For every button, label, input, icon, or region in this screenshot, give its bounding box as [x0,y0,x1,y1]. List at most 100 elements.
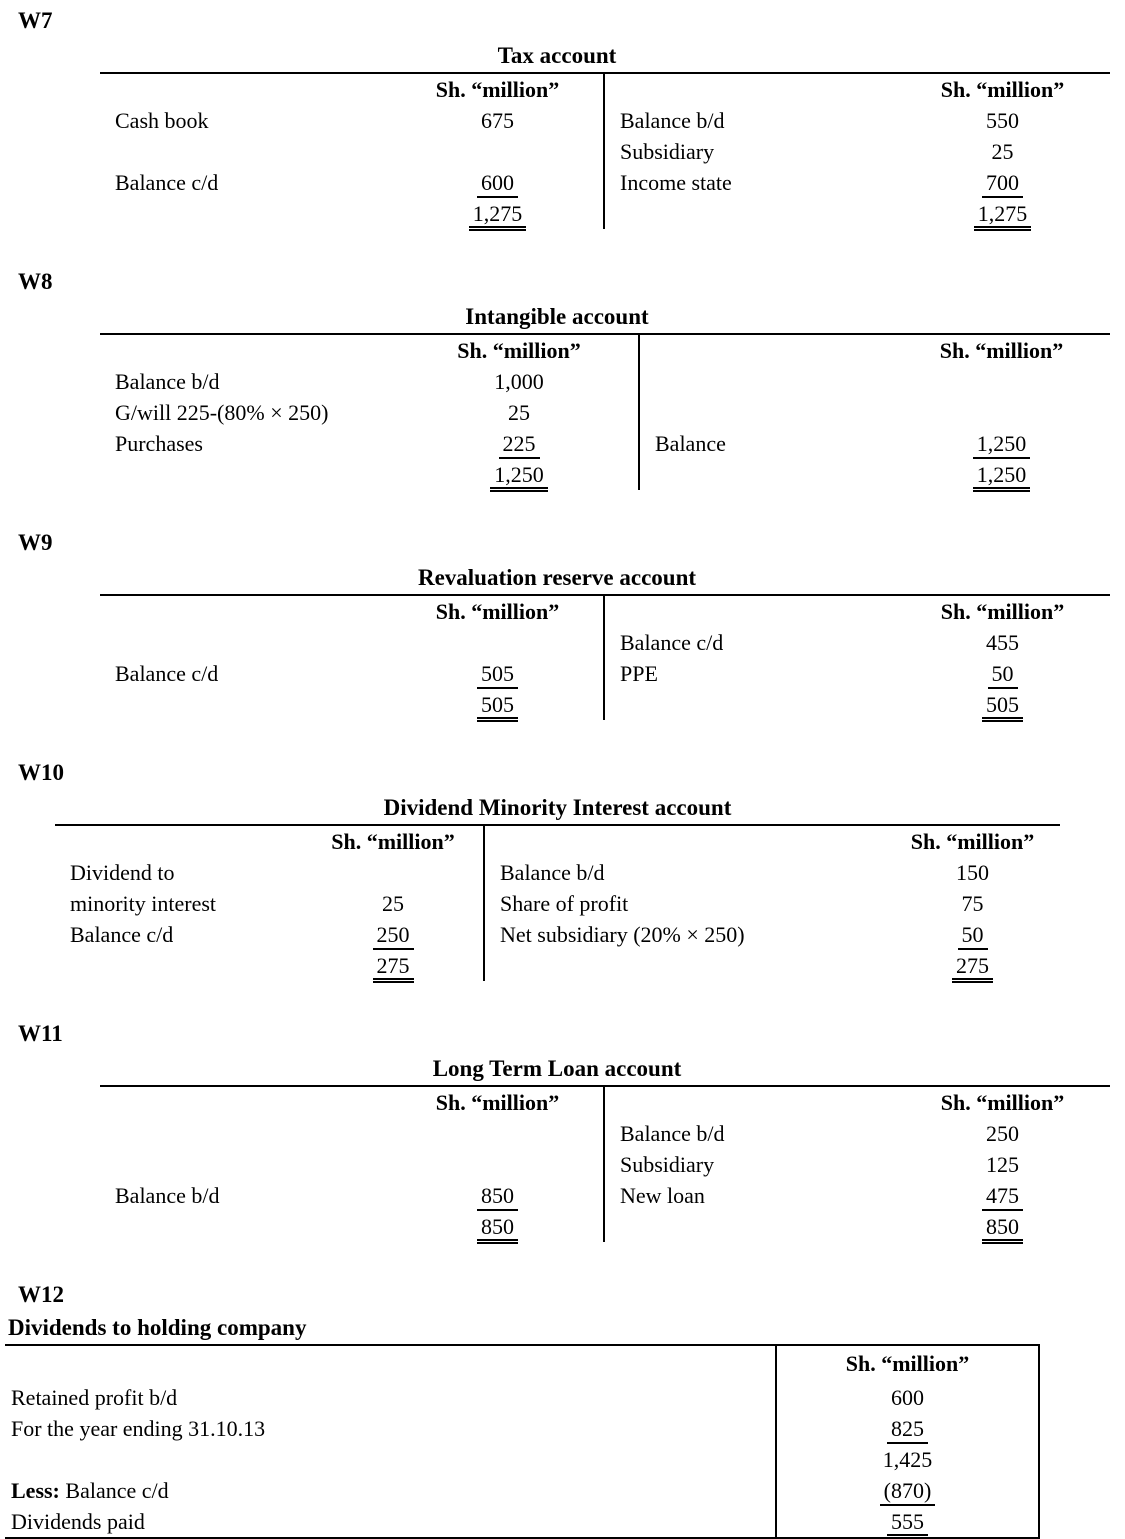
entry-label: Less: Balance c/d [11,1478,169,1503]
t-account-revaluation-reserve: Revaluation reserve account Sh. “million… [100,562,1110,722]
total-row: 1,250 [640,459,1110,492]
entry-label: Subsidiary [620,1152,715,1177]
entry-amount: 50 [887,919,1058,950]
entry-amount: 25 [991,139,1014,164]
entry-label: Income state [620,170,732,195]
entry-label: Balance c/d [115,170,219,195]
ledger-row: Balance c/d 455 [605,627,1110,658]
entry-label: Balance b/d [620,108,725,133]
working-section-w8: W8 Intangible account Sh. “million” Bala… [0,267,1125,492]
ledger-row: Balance c/d 505 [100,658,603,689]
total-amount: 505 [392,689,603,722]
entry-amount: 25 [382,891,404,916]
entry-amount: 150 [956,860,989,885]
schedule-row: Retained profit b/d 600 [5,1382,1040,1413]
total-amount: 1,275 [392,198,603,231]
account-title-row: Dividend Minority Interest account [55,792,1060,826]
entry-amount [392,627,603,658]
total-amount: 850 [392,1211,603,1244]
entry-label [640,459,895,490]
account-title-row: Long Term Loan account [100,1053,1110,1087]
entry-label [100,459,400,490]
entry-label: Subsidiary [620,139,715,164]
total-row: 275 [55,950,483,983]
entry-amount: 125 [986,1152,1019,1177]
entry-label: Balance b/d [115,369,220,394]
ledger-row: Balance b/d 550 [605,105,1110,136]
entry-label [100,689,392,720]
entry-amount: 25 [508,400,530,425]
total-row: 275 [485,950,1060,983]
working-id: W8 [18,269,53,294]
header-row: Sh. “million” [100,596,603,627]
ledger-row: Balance c/d 600 [100,167,603,198]
total-amount: 275 [887,950,1058,983]
entry-amount: 225 [400,428,638,459]
amount-column-header: Sh. “million” [435,1090,560,1115]
amount-column-header: Sh. “million” [435,77,560,102]
ledger-row: Balance b/d 250 [605,1118,1110,1149]
working-section-w10: W10 Dividend Minority Interest account S… [0,758,1125,983]
entry-amount [392,1149,603,1180]
ledger-row [100,136,603,167]
total-amount: 1,250 [895,459,1108,492]
entry-label: PPE [620,661,658,686]
entry-amount [392,1118,603,1149]
total-amount: 275 [303,950,483,983]
working-id: W11 [18,1021,63,1046]
ledger-row [100,1118,603,1149]
schedule-title: Dividends to holding company [8,1315,307,1340]
ledger-row: Balance b/d 850 [100,1180,603,1211]
entry-label: Balance c/d [70,922,174,947]
amount-column-header: Sh. “million” [910,829,1035,854]
t-account-tax: Tax account Sh. “million” Cash book 675 B… [100,40,1110,231]
account-body: Sh. “million” Balance c/d 505 505 Sh. “mi… [100,596,1110,722]
debit-side: Sh. “million” Balance b/d 850 850 [100,1087,605,1244]
ledger-row: Balance c/d 250 [55,919,483,950]
entry-label [100,1118,392,1149]
account-title: Long Term Loan account [432,1056,682,1081]
total-row: 850 [605,1211,1110,1244]
header-row: Sh. “million” [100,74,603,105]
entry-label: Dividend to [70,860,175,885]
entry-amount [303,857,483,888]
entry-amount [392,136,603,167]
amount-column-header: Sh. “million” [939,338,1064,363]
total-row: 850 [100,1211,603,1244]
dividends-schedule-table: Sh. “million” Retained profit b/d 600 For… [5,1344,1040,1539]
credit-side: Sh. “million” Balance b/d 150 Share of pr… [485,826,1060,983]
debit-side: Sh. “million” Cash book 675 Balance c/d 60… [100,74,605,231]
entry-label: Net subsidiary (20% × 250) [500,922,745,947]
header-row: Sh. “million” [55,826,483,857]
amount-column-header: Sh. “million” [940,1090,1065,1115]
entry-label [5,1444,775,1475]
ledger-row: G/will 225-(80% × 250) 25 [100,397,638,428]
entry-label [605,689,897,720]
entry-label [100,1211,392,1242]
account-title: Tax account [497,43,617,68]
entry-label [100,136,392,167]
entry-label [640,397,895,428]
ledger-row [100,627,603,658]
entry-amount: 475 [897,1180,1108,1211]
entry-label: Balance c/d [115,661,219,686]
ledger-row: New loan 475 [605,1180,1110,1211]
amount-column-header: Sh. “million” [331,829,455,854]
header-row: Sh. “million” [100,335,638,366]
account-title-row: Revaluation reserve account [100,562,1110,596]
entry-label: Share of profit [500,891,629,916]
entry-amount: 600 [392,167,603,198]
entry-amount: 555 [775,1506,1040,1539]
ledger-row: Balance b/d 150 [485,857,1060,888]
entry-amount: 700 [897,167,1108,198]
header-row: Sh. “million” [100,1087,603,1118]
header-row: Sh. “million” [605,596,1110,627]
account-body: Sh. “million” Balance b/d 1,000 G/will 22… [100,335,1110,492]
ledger-row: Purchases 225 [100,428,638,459]
account-title: Dividend Minority Interest account [383,795,732,820]
entry-amount: 600 [775,1382,1040,1413]
entry-amount: 455 [986,630,1019,655]
entry-label: Balance c/d [620,630,724,655]
entry-label: Dividends paid [11,1509,145,1534]
entry-label [100,1149,392,1180]
